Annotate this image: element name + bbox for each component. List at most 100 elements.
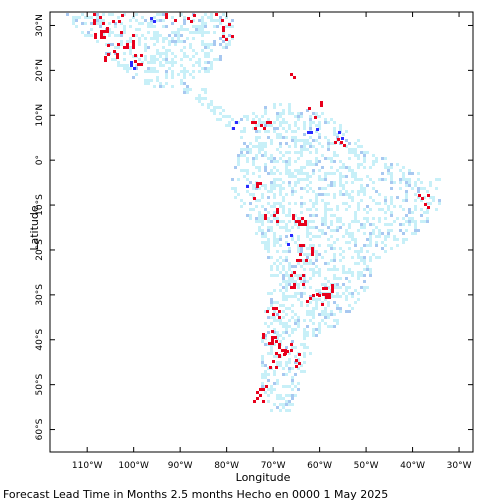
forecast-cell — [294, 295, 297, 298]
forecast-cell — [303, 259, 306, 262]
forecast-cell — [272, 307, 275, 310]
forecast-cell — [174, 55, 177, 58]
forecast-cell — [381, 241, 384, 244]
forecast-cell — [396, 238, 399, 241]
forecast-cell — [254, 121, 257, 124]
forecast-cell — [342, 175, 345, 178]
forecast-cell — [318, 268, 321, 271]
forecast-cell — [273, 262, 276, 265]
forecast-cell — [267, 241, 270, 244]
forecast-cell — [285, 226, 288, 229]
forecast-cell — [315, 259, 318, 262]
forecast-cell — [345, 139, 348, 142]
forecast-cell — [327, 184, 330, 187]
forecast-cell — [135, 13, 138, 16]
forecast-cell — [285, 373, 288, 376]
forecast-cell — [336, 286, 339, 289]
forecast-cell — [338, 131, 341, 134]
forecast-cell — [318, 244, 321, 247]
forecast-cell — [327, 301, 330, 304]
forecast-cell — [150, 17, 153, 20]
forecast-cell — [405, 184, 408, 187]
forecast-cell — [126, 43, 129, 46]
forecast-cell — [262, 333, 265, 336]
forecast-cell — [93, 13, 96, 16]
forecast-cell — [198, 61, 201, 64]
forecast-cell — [282, 304, 285, 307]
forecast-cell — [357, 190, 360, 193]
forecast-cell — [276, 301, 279, 304]
forecast-cell — [288, 325, 291, 328]
forecast-cell — [291, 172, 294, 175]
forecast-cell — [342, 235, 345, 238]
forecast-cell — [279, 394, 282, 397]
forecast-cell — [321, 256, 324, 259]
forecast-cell — [258, 226, 261, 229]
forecast-cell — [426, 217, 429, 220]
forecast-cell — [348, 193, 351, 196]
forecast-cell — [318, 178, 321, 181]
forecast-cell — [414, 220, 417, 223]
forecast-cell — [96, 40, 99, 43]
forecast-cell — [261, 364, 264, 367]
forecast-cell — [276, 406, 279, 409]
forecast-cell — [165, 70, 168, 73]
forecast-cell — [294, 328, 297, 331]
forecast-cell — [306, 325, 309, 328]
forecast-cell — [330, 184, 333, 187]
forecast-cell — [336, 229, 339, 232]
forecast-cell — [264, 241, 267, 244]
forecast-cell — [267, 124, 270, 127]
forecast-cell — [255, 217, 258, 220]
forecast-cell — [375, 235, 378, 238]
forecast-cell — [366, 286, 369, 289]
forecast-cell — [264, 376, 267, 379]
forecast-cell — [324, 232, 327, 235]
forecast-cell — [261, 145, 264, 148]
forecast-cell — [303, 253, 306, 256]
forecast-cell — [100, 36, 103, 39]
forecast-cell — [357, 208, 360, 211]
forecast-cell — [291, 238, 294, 241]
forecast-cell — [198, 64, 201, 67]
forecast-cell — [186, 28, 189, 31]
forecast-cell — [123, 31, 126, 34]
forecast-cell — [333, 265, 336, 268]
forecast-cell — [324, 307, 327, 310]
forecast-cell — [138, 22, 141, 25]
forecast-cell — [315, 301, 318, 304]
forecast-cell — [279, 262, 282, 265]
forecast-cell — [159, 52, 162, 55]
forecast-cell — [423, 196, 426, 199]
forecast-cell — [405, 181, 408, 184]
forecast-cell — [273, 166, 276, 169]
forecast-cell — [264, 343, 267, 346]
forecast-cell — [273, 121, 276, 124]
forecast-cell — [316, 293, 319, 296]
forecast-cell — [171, 16, 174, 19]
forecast-cell — [390, 166, 393, 169]
forecast-cell — [348, 280, 351, 283]
forecast-cell — [132, 43, 135, 46]
forecast-cell — [94, 33, 97, 36]
forecast-cell — [297, 322, 300, 325]
forecast-cell — [279, 340, 282, 343]
forecast-cell — [327, 121, 330, 124]
forecast-cell — [267, 316, 270, 319]
forecast-cell — [306, 256, 309, 259]
forecast-cell — [320, 101, 323, 104]
forecast-cell — [315, 157, 318, 160]
forecast-cell — [336, 226, 339, 229]
forecast-cell — [279, 136, 282, 139]
forecast-cell — [306, 331, 309, 334]
forecast-cell — [318, 121, 321, 124]
forecast-cell — [204, 43, 207, 46]
forecast-cell — [108, 28, 111, 31]
forecast-cell — [141, 34, 144, 37]
forecast-cell — [351, 196, 354, 199]
forecast-cell — [351, 232, 354, 235]
forecast-cell — [390, 175, 393, 178]
forecast-cell — [156, 70, 159, 73]
forecast-cell — [291, 190, 294, 193]
forecast-cell — [87, 16, 90, 19]
